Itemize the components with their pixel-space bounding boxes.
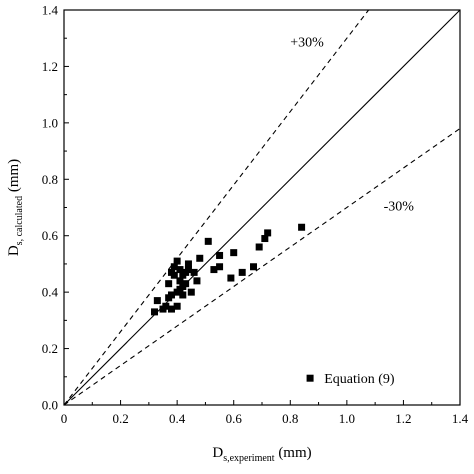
data-point — [162, 302, 170, 310]
data-point — [264, 229, 272, 237]
data-point — [238, 268, 246, 276]
y-tick-label: 0.2 — [42, 341, 58, 356]
x-axis-ticks: 0 0.2 0.4 0.6 0.8 1.0 1.2 1.4 — [61, 400, 469, 426]
data-point — [210, 266, 218, 274]
y-tick-label: 1.2 — [42, 59, 58, 74]
data-point — [187, 288, 195, 296]
y-tick-label: 1.4 — [42, 3, 59, 18]
x-tick-label: 0.8 — [282, 411, 298, 426]
legend-label: Equation (9) — [324, 372, 395, 387]
data-point — [216, 263, 224, 271]
data-points — [151, 223, 306, 316]
y-axis-title: Ds, calculated (mm) — [6, 159, 25, 256]
data-point — [216, 251, 224, 259]
data-point — [227, 274, 235, 282]
data-point — [298, 223, 306, 231]
x-tick-label: 1.2 — [395, 411, 411, 426]
y-tick-label: 0.6 — [42, 228, 59, 243]
x-tick-label: 0.2 — [112, 411, 128, 426]
reference-lines — [63, 9, 461, 406]
y-tick-label: 0.4 — [42, 285, 59, 300]
data-point — [170, 271, 178, 279]
data-point — [176, 266, 184, 274]
upper-line — [63, 9, 370, 406]
data-point — [184, 266, 192, 274]
data-point — [230, 249, 238, 257]
data-point — [182, 280, 190, 288]
data-point — [255, 243, 263, 251]
y-tick-label: 0.8 — [42, 172, 58, 187]
x-axis-title-unit: (mm) — [275, 445, 312, 461]
legend: Equation (9) — [306, 372, 395, 387]
upper-bound-label: +30% — [290, 36, 324, 51]
data-point — [176, 277, 184, 285]
data-point — [261, 235, 269, 243]
x-tick-label: 1.4 — [452, 411, 469, 426]
x-axis-title-main: D — [212, 445, 223, 461]
data-point — [173, 257, 181, 265]
x-tick-label: 0.6 — [226, 411, 243, 426]
x-tick-label: 1.0 — [339, 411, 355, 426]
data-point — [170, 263, 178, 271]
y-axis-title-unit: (mm) — [6, 159, 22, 196]
data-point — [184, 260, 192, 268]
x-axis-title: Ds,experiment (mm) — [212, 445, 311, 464]
data-point — [196, 254, 204, 262]
identity-line — [63, 9, 461, 406]
legend-marker-square — [306, 374, 314, 382]
y-tick-label: 1.0 — [42, 115, 58, 130]
y-axis-title-subscript: s, calculated — [14, 196, 25, 245]
x-axis-title-subscript: s,experiment — [223, 453, 275, 464]
y-axis-title-main: D — [6, 245, 22, 256]
data-point — [204, 237, 212, 245]
x-tick-label: 0.4 — [169, 411, 186, 426]
data-point — [153, 297, 161, 305]
y-axis-ticks: 0.0 0.2 0.4 0.6 0.8 1.0 1.2 1.4 — [42, 3, 69, 413]
lower-bound-label: -30% — [384, 199, 415, 214]
data-point — [179, 291, 187, 299]
data-point — [173, 302, 181, 310]
data-point — [250, 263, 258, 271]
data-point — [151, 308, 159, 316]
data-point — [167, 291, 175, 299]
data-point — [193, 277, 201, 285]
x-tick-label: 0 — [61, 411, 68, 426]
data-point — [190, 268, 198, 276]
data-point — [165, 280, 173, 288]
y-tick-label: 0.0 — [42, 398, 58, 413]
lower-line — [63, 128, 461, 406]
data-point — [167, 305, 175, 313]
